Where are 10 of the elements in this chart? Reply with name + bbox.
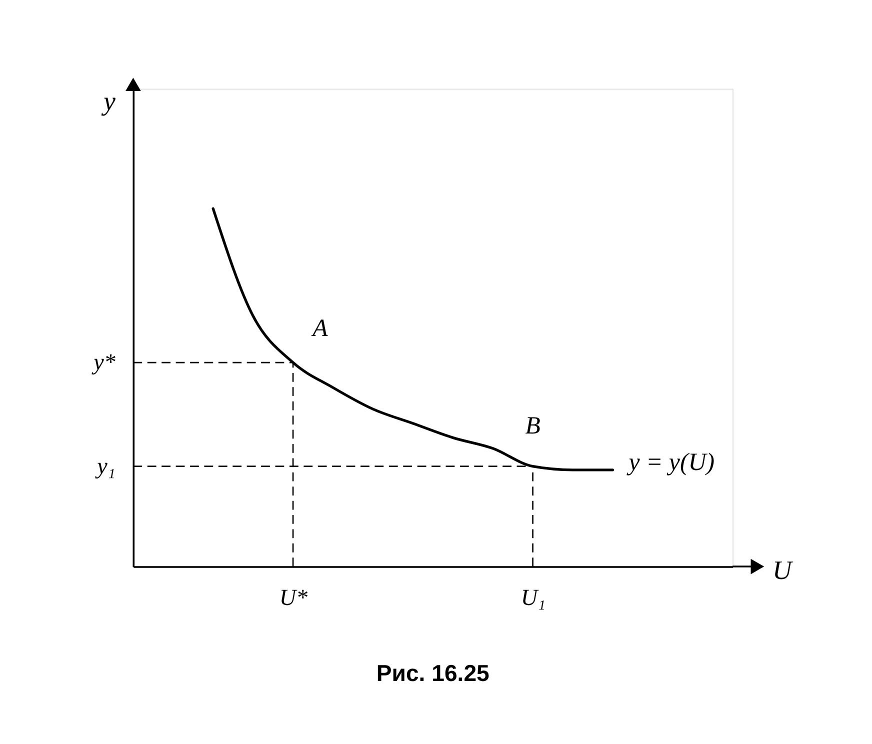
x-tick-label: U* — [279, 584, 308, 610]
text: Рис. 16.25 — [376, 660, 490, 686]
x-tick-label: U₁ — [520, 584, 546, 610]
ref-line-label: y* — [92, 348, 116, 375]
x-axis-title: U — [772, 554, 794, 585]
annotation: A — [310, 314, 329, 342]
ref-line-label: y₁ — [95, 452, 116, 478]
annotation: B — [525, 412, 540, 440]
annotation: y = y(U) — [626, 448, 714, 476]
y-axis-title: y — [100, 86, 116, 116]
